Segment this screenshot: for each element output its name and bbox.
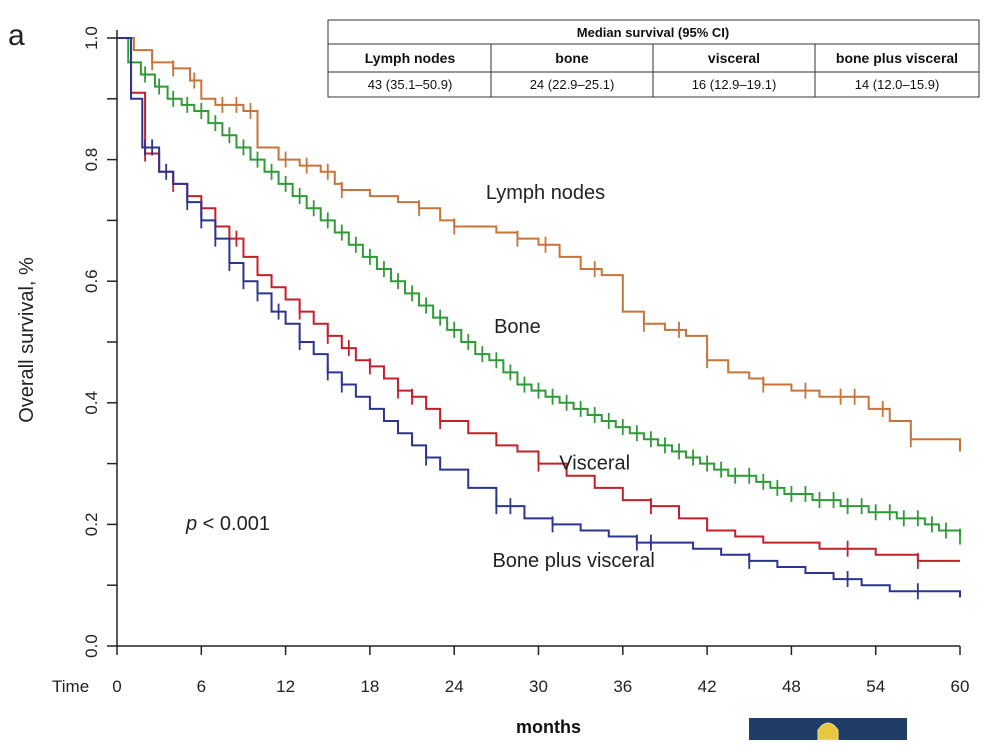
table-cell-bone: 24 (22.9–25.1) bbox=[530, 77, 615, 92]
series-line-visceral bbox=[117, 37, 960, 562]
x-tick-label: 18 bbox=[360, 677, 379, 696]
series-label-layer: Lymph nodes Bone Visceral Bone plus viscera… bbox=[486, 182, 655, 572]
table-header-lymph: Lymph nodes bbox=[365, 50, 456, 66]
x-tick-label: 12 bbox=[276, 677, 295, 696]
x-tick-label: 42 bbox=[698, 677, 717, 696]
shield-icon bbox=[817, 722, 839, 741]
y-tick-label: 0.6 bbox=[82, 269, 101, 293]
table-header-bone-visceral: bone plus visceral bbox=[836, 50, 958, 66]
x-tick-label: 6 bbox=[197, 677, 206, 696]
x-tick-label: 48 bbox=[782, 677, 801, 696]
y-tick-label: 0.8 bbox=[82, 148, 101, 172]
series-label: Visceral bbox=[559, 453, 630, 475]
x-tick-label: 0 bbox=[112, 677, 121, 696]
y-tick-label: 1.0 bbox=[82, 26, 101, 50]
p-symbol: p bbox=[185, 513, 197, 535]
p-value-text: < 0.001 bbox=[197, 513, 270, 535]
x-tick-label: 54 bbox=[866, 677, 885, 696]
panel-letter: a bbox=[8, 19, 25, 52]
p-value-annotation: p < 0.001 bbox=[185, 513, 270, 535]
y-axis-ticks: 0.0 0.2 0.4 0.6 0.8 1.0 bbox=[82, 26, 117, 658]
x-tick-label: 24 bbox=[445, 677, 464, 696]
x-axis-title: months bbox=[516, 717, 581, 737]
series-layer bbox=[117, 37, 961, 600]
y-tick-label: 0.4 bbox=[82, 391, 101, 415]
x-tick-label: 30 bbox=[529, 677, 548, 696]
table-cell-lymph: 43 (35.1–50.9) bbox=[368, 77, 453, 92]
y-tick-label: 0.0 bbox=[82, 634, 101, 658]
x-tick-label: 36 bbox=[613, 677, 632, 696]
series-label: Lymph nodes bbox=[486, 182, 605, 204]
series-label: Bone bbox=[494, 316, 541, 338]
table-title: Median survival (95% CI) bbox=[577, 25, 729, 40]
table-cell-bone-visceral: 14 (12.0–15.9) bbox=[855, 77, 940, 92]
table-cell-visceral: 16 (12.9–19.1) bbox=[692, 77, 777, 92]
emblem-logo bbox=[749, 718, 907, 741]
y-axis-title: Overall survival, % bbox=[16, 257, 38, 423]
table-header-visceral: visceral bbox=[708, 50, 760, 66]
x-axis-prefix: Time bbox=[52, 677, 89, 696]
table-header-bone: bone bbox=[555, 50, 589, 66]
x-axis-ticks: 0 6 12 18 24 30 36 42 48 54 60 bbox=[112, 646, 969, 696]
x-tick-label: 60 bbox=[951, 677, 970, 696]
series-line-bone bbox=[117, 37, 961, 537]
y-tick-label: 0.2 bbox=[82, 513, 101, 537]
series-label: Bone plus visceral bbox=[492, 550, 654, 572]
median-survival-table: Median survival (95% CI) Lymph nodes bon… bbox=[327, 19, 980, 98]
